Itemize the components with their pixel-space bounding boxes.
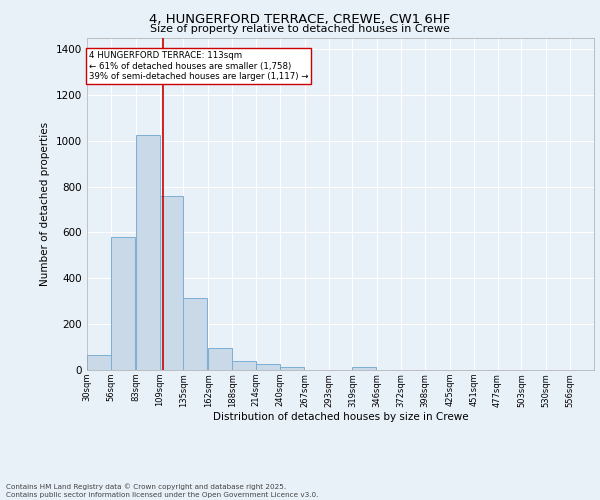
- Bar: [280, 366, 304, 370]
- Bar: [208, 348, 232, 370]
- Bar: [184, 298, 208, 370]
- Text: 4 HUNGERFORD TERRACE: 113sqm
← 61% of detached houses are smaller (1,758)
39% of: 4 HUNGERFORD TERRACE: 113sqm ← 61% of de…: [89, 52, 308, 81]
- Bar: [160, 196, 184, 370]
- Bar: [111, 237, 135, 370]
- Bar: [87, 355, 111, 370]
- Text: Size of property relative to detached houses in Crewe: Size of property relative to detached ho…: [150, 24, 450, 34]
- Text: 4, HUNGERFORD TERRACE, CREWE, CW1 6HF: 4, HUNGERFORD TERRACE, CREWE, CW1 6HF: [149, 12, 451, 26]
- Bar: [232, 361, 256, 370]
- Bar: [352, 366, 376, 370]
- Y-axis label: Number of detached properties: Number of detached properties: [40, 122, 50, 286]
- X-axis label: Distribution of detached houses by size in Crewe: Distribution of detached houses by size …: [212, 412, 469, 422]
- Bar: [256, 364, 280, 370]
- Text: Contains HM Land Registry data © Crown copyright and database right 2025.
Contai: Contains HM Land Registry data © Crown c…: [6, 484, 319, 498]
- Bar: [136, 135, 160, 370]
